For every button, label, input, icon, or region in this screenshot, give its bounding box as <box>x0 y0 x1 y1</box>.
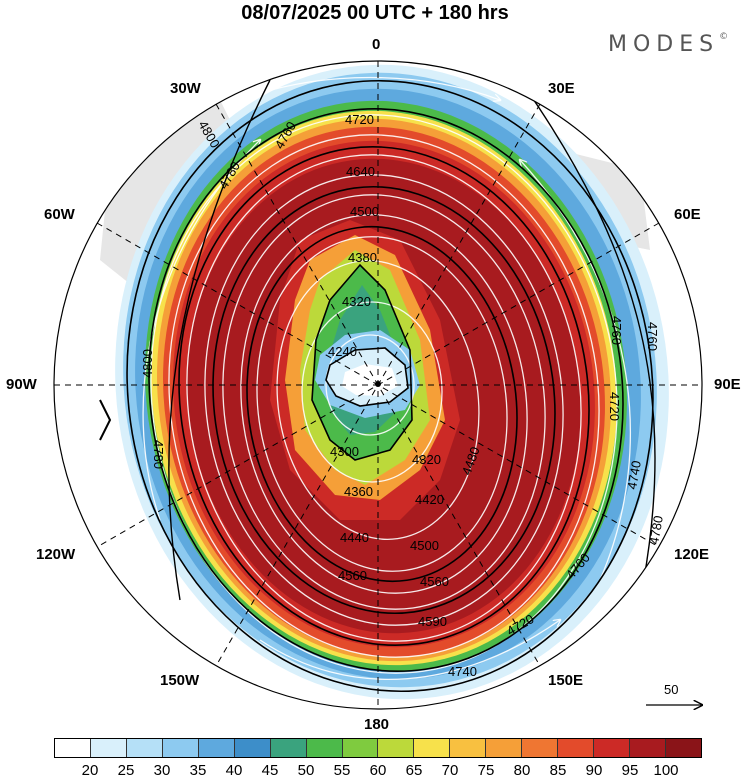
map-title: 08/07/2025 00 UTC + 180 hrs <box>241 2 509 24</box>
lon-label-30w: 30W <box>170 80 201 97</box>
map-boundary <box>53 60 703 710</box>
lon-label-0: 0 <box>372 36 381 53</box>
contour-label: 4740 <box>448 664 477 679</box>
lon-label-150e: 150E <box>548 672 584 689</box>
contour-label: 4300 <box>330 444 359 459</box>
colorbar-tick-label: 70 <box>441 762 459 779</box>
colorbar <box>54 738 702 758</box>
colorbar-segment <box>558 739 595 757</box>
contour-label: 4640 <box>346 164 375 179</box>
colorbar-segment <box>342 739 379 757</box>
lon-label-30e: 30E <box>548 80 575 97</box>
contour-label: 4560 <box>338 568 367 583</box>
reference-vector-label: 50 <box>664 682 679 697</box>
colorbar-tick-label: 90 <box>585 762 603 779</box>
polar-map: 4720 4760 4800 4780 4640 4500 4380 4320 … <box>53 60 703 710</box>
colorbar-tick-label: 75 <box>477 762 495 779</box>
contour-label: 4740 <box>624 459 644 490</box>
contour-label: 4440 <box>340 530 369 545</box>
streamlines <box>142 76 631 680</box>
colorbar-tick-label: 50 <box>297 762 315 779</box>
colorbar-segment <box>198 739 235 757</box>
colorbar-segment <box>414 739 451 757</box>
colorbar-ticks: 20 25 30 35 40 45 50 55 60 65 70 75 80 85 90 95 100 <box>54 762 702 780</box>
colorbar-tick-label: 45 <box>261 762 279 779</box>
colorbar-tick-label: 95 <box>621 762 639 779</box>
lon-label-90w: 90W <box>6 376 37 393</box>
contour-label: 4500 <box>350 204 379 219</box>
colorbar-segment <box>665 739 701 757</box>
lon-label-120w: 120W <box>36 546 76 563</box>
colorbar-segment <box>234 739 271 757</box>
lon-label-60w: 60W <box>44 206 75 223</box>
south-pole-marker <box>375 381 381 387</box>
reference-vector-arrow <box>646 698 708 712</box>
contour-label: 4320 <box>412 452 441 467</box>
colorbar-tick-label: 100 <box>653 762 679 779</box>
colorbar-tick-label: 30 <box>153 762 171 779</box>
colorbar-tick-label: 55 <box>333 762 351 779</box>
lon-label-180: 180 <box>364 716 390 733</box>
contour-label: 4560 <box>420 574 449 589</box>
contour-label: 4590 <box>418 614 447 629</box>
colorbar-tick-label: 35 <box>189 762 207 779</box>
lon-label-90e: 90E <box>714 376 741 393</box>
colorbar-tick-label: 85 <box>549 762 567 779</box>
brand-logo: MODES© <box>608 32 729 57</box>
contour-label: 4800 <box>140 349 155 378</box>
colorbar-segment <box>486 739 523 757</box>
colorbar-segment <box>306 739 343 757</box>
colorbar-tick-label: 60 <box>369 762 387 779</box>
colorbar-segment <box>90 739 127 757</box>
colorbar-segment <box>270 739 307 757</box>
colorbar-segment <box>55 739 91 757</box>
contour-label: 4380 <box>348 250 377 265</box>
contour-label: 4420 <box>415 492 444 507</box>
contour-label: 4240 <box>328 344 357 359</box>
colorbar-segment <box>594 739 630 757</box>
colorbar-segment <box>378 739 415 757</box>
contour-label: 4780 <box>151 440 166 469</box>
colorbar-segment <box>522 739 559 757</box>
lon-label-120e: 120E <box>674 546 710 563</box>
contour-label: 4760 <box>645 322 660 351</box>
contour-label: 4360 <box>344 484 373 499</box>
colorbar-segment <box>630 739 666 757</box>
colorbar-tick-label: 20 <box>81 762 99 779</box>
contour-label: 4780 <box>646 514 666 545</box>
colorbar-tick-label: 25 <box>117 762 135 779</box>
colorbar-tick-label: 80 <box>513 762 531 779</box>
contour-label: 4760 <box>609 316 624 345</box>
colorbar-segment <box>162 739 199 757</box>
lon-label-60e: 60E <box>674 206 701 223</box>
height-contours <box>99 79 656 693</box>
colorbar-tick-label: 65 <box>405 762 423 779</box>
contour-label: 4720 <box>607 392 622 421</box>
contour-label: 4320 <box>342 294 371 309</box>
colorbar-segment <box>450 739 487 757</box>
colorbar-tick-label: 40 <box>225 762 243 779</box>
lon-label-150w: 150W <box>160 672 200 689</box>
contour-label: 4720 <box>345 112 374 127</box>
contour-label: 4500 <box>410 538 439 553</box>
colorbar-segment <box>126 739 163 757</box>
